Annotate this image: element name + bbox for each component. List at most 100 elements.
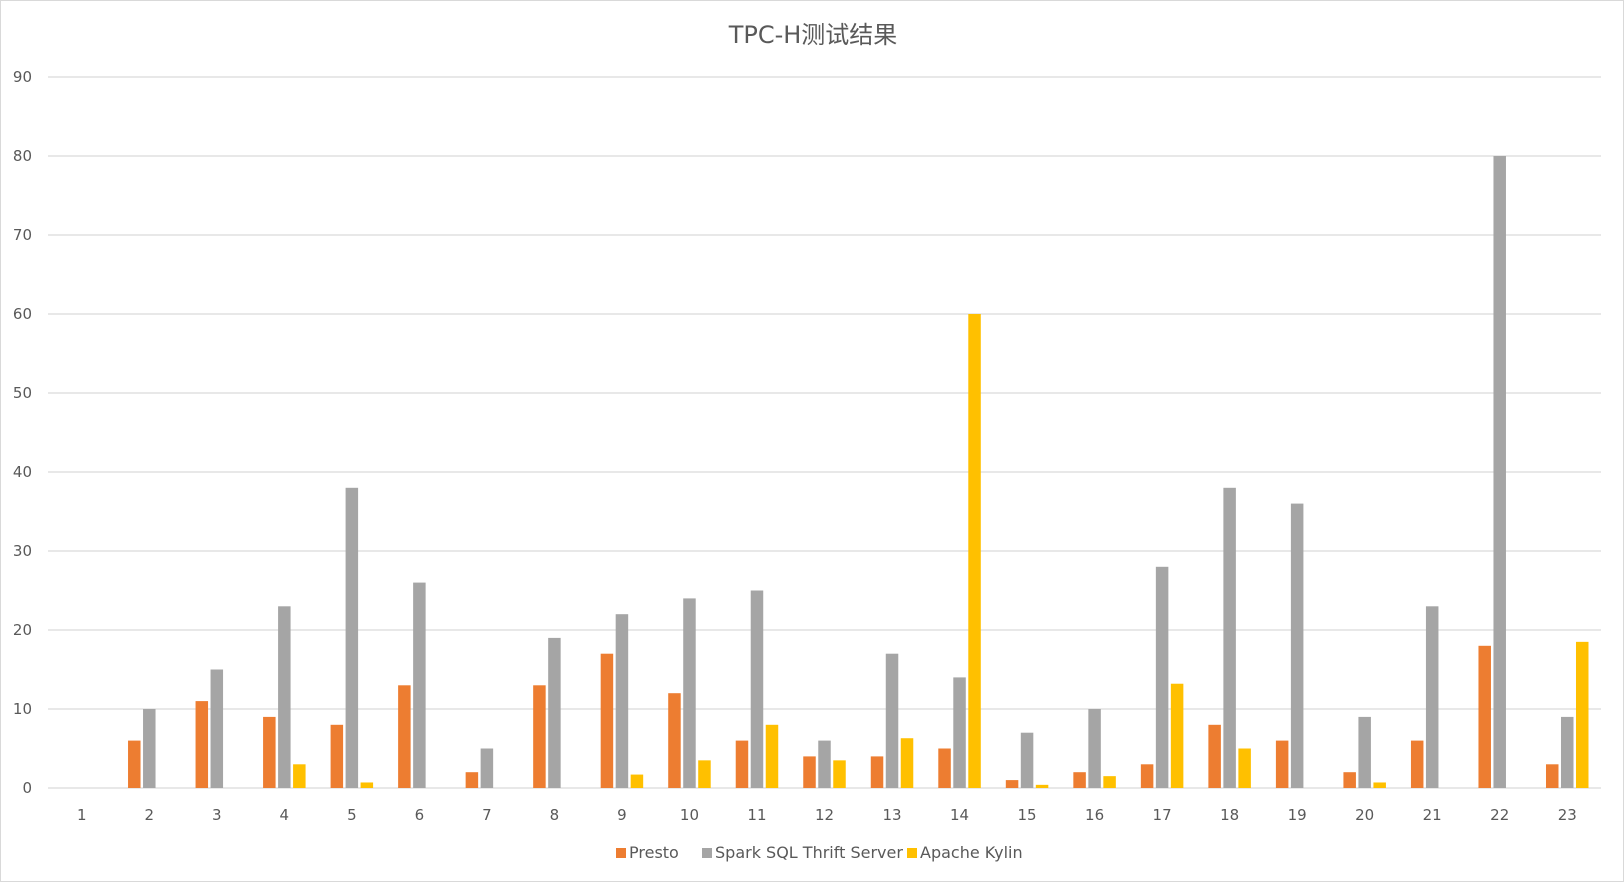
bar-presto-3 [195, 701, 209, 788]
bar-presto-23 [1545, 764, 1559, 788]
bar-apache-kylin-16 [1103, 776, 1116, 788]
bar-presto-11 [735, 740, 749, 788]
bar-presto-15 [1005, 780, 1019, 788]
bar-spark-sql-thrift-server-22 [1493, 156, 1506, 788]
bar-spark-sql-thrift-server-12 [818, 740, 831, 788]
x-tick-label: 11 [747, 806, 766, 824]
x-tick-label: 16 [1085, 806, 1104, 824]
bar-presto-8 [533, 685, 546, 788]
bar-presto-17 [1140, 764, 1154, 788]
bar-presto-14 [938, 748, 951, 788]
y-tick-label: 0 [22, 779, 32, 797]
x-tick-label: 17 [1153, 806, 1172, 824]
bar-spark-sql-thrift-server-4 [278, 606, 291, 788]
bar-spark-sql-thrift-server-6 [413, 582, 426, 788]
bar-apache-kylin-11 [765, 724, 779, 788]
x-tick-label: 14 [950, 806, 969, 824]
x-tick-label: 12 [815, 806, 834, 824]
x-axis: 1 2 3 4 5 6 7 8 9 10 11 12 13 14 15 16 17 18 19 20 21 22 23 [77, 806, 1577, 824]
x-tick-label: 23 [1558, 806, 1577, 824]
x-tick-label: 22 [1490, 806, 1509, 824]
bar-spark-sql-thrift-server-15 [1020, 732, 1034, 788]
bar-spark-sql-thrift-server-16 [1088, 709, 1101, 788]
y-tick-label: 20 [13, 621, 32, 639]
y-axis: 0 10 20 30 40 50 60 70 80 90 [13, 68, 32, 797]
chart-title: TPC-H测试结果 [728, 21, 898, 49]
bar-presto-4 [263, 716, 276, 788]
y-tick-label: 90 [13, 68, 32, 86]
bar-apache-kylin-17 [1170, 683, 1184, 788]
bar-presto-21 [1410, 740, 1424, 788]
bar-presto-9 [600, 653, 614, 788]
bar-apache-kylin-12 [833, 760, 846, 788]
bar-spark-sql-thrift-server-13 [885, 653, 899, 788]
x-tick-label: 19 [1288, 806, 1307, 824]
x-tick-label: 8 [550, 806, 560, 824]
x-tick-label: 10 [680, 806, 699, 824]
bar-presto-10 [668, 693, 681, 788]
bar-spark-sql-thrift-server-21 [1425, 606, 1439, 788]
legend-swatch [702, 848, 712, 858]
bar-spark-sql-thrift-server-7 [480, 748, 494, 788]
x-tick-label: 1 [77, 806, 87, 824]
bar-presto-18 [1208, 724, 1221, 788]
bar-presto-12 [803, 756, 816, 788]
x-tick-label: 18 [1220, 806, 1239, 824]
bar-spark-sql-thrift-server-9 [615, 614, 629, 788]
x-tick-label: 21 [1423, 806, 1442, 824]
legend: Presto Spark SQL Thrift Server Apache Kyli… [616, 843, 1023, 862]
y-tick-label: 40 [13, 463, 32, 481]
bar-spark-sql-thrift-server-23 [1560, 716, 1574, 788]
y-tick-label: 30 [13, 542, 32, 560]
bar-spark-sql-thrift-server-3 [210, 669, 224, 788]
x-tick-label: 6 [415, 806, 425, 824]
bar-apache-kylin-5 [360, 782, 374, 788]
bar-spark-sql-thrift-server-14 [953, 677, 966, 788]
gridlines [48, 76, 1601, 789]
y-tick-label: 70 [13, 226, 32, 244]
bar-apache-kylin-14 [968, 314, 981, 788]
x-tick-label: 5 [347, 806, 357, 824]
bar-apache-kylin-23 [1575, 641, 1589, 788]
bar-spark-sql-thrift-server-8 [548, 637, 561, 788]
x-tick-label: 3 [212, 806, 222, 824]
bar-spark-sql-thrift-server-11 [750, 590, 764, 788]
bar-apache-kylin-13 [900, 738, 914, 788]
bar-apache-kylin-18 [1238, 748, 1251, 788]
bar-presto-16 [1073, 772, 1086, 788]
legend-swatch [907, 848, 917, 858]
x-tick-label: 20 [1355, 806, 1374, 824]
legend-swatch [616, 848, 626, 858]
legend-label: Spark SQL Thrift Server [715, 843, 903, 862]
y-tick-label: 50 [13, 384, 32, 402]
bar-apache-kylin-20 [1373, 782, 1386, 788]
bar-spark-sql-thrift-server-5 [345, 487, 359, 788]
bar-spark-sql-thrift-server-10 [683, 598, 696, 788]
bar-apache-kylin-4 [293, 764, 306, 788]
legend-label: Presto [629, 843, 679, 862]
x-tick-label: 13 [882, 806, 901, 824]
bar-apache-kylin-10 [698, 760, 711, 788]
x-tick-label: 15 [1018, 806, 1037, 824]
x-tick-label: 9 [617, 806, 627, 824]
bar-apache-kylin-9 [630, 774, 644, 788]
bar-spark-sql-thrift-server-2 [143, 709, 156, 788]
bar-presto-7 [465, 772, 479, 788]
legend-label: Apache Kylin [920, 843, 1023, 862]
bar-spark-sql-thrift-server-20 [1358, 716, 1371, 788]
bar-presto-19 [1275, 740, 1289, 788]
x-tick-label: 2 [145, 806, 155, 824]
bar-presto-22 [1478, 645, 1491, 788]
y-tick-label: 10 [13, 700, 32, 718]
bar-presto-20 [1343, 772, 1356, 788]
bar-spark-sql-thrift-server-18 [1223, 487, 1236, 788]
bar-spark-sql-thrift-server-19 [1290, 503, 1304, 788]
bars [128, 156, 1589, 788]
x-tick-label: 7 [482, 806, 492, 824]
bar-presto-2 [128, 740, 141, 788]
y-tick-label: 80 [13, 147, 32, 165]
bar-presto-5 [330, 724, 344, 788]
bar-spark-sql-thrift-server-17 [1155, 566, 1169, 788]
